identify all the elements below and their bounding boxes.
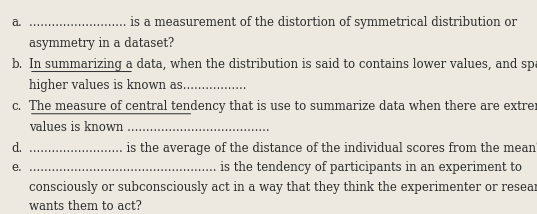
Text: b.: b. bbox=[12, 58, 23, 71]
Text: ......................... is the average of the distance of the individual score: ......................... is the average… bbox=[29, 142, 537, 155]
Text: .................................................. is the tendency of participan: ........................................… bbox=[29, 161, 522, 174]
Text: e.: e. bbox=[12, 161, 23, 174]
Text: values is known ......................................: values is known ........................… bbox=[29, 121, 270, 134]
Text: In summarizing a data, when the distribution is said to contains lower values, a: In summarizing a data, when the distribu… bbox=[29, 58, 537, 71]
Text: consciously or subconsciously act in a way that they think the experimenter or r: consciously or subconsciously act in a w… bbox=[29, 181, 537, 193]
Text: a.: a. bbox=[12, 16, 23, 28]
Text: c.: c. bbox=[12, 100, 22, 113]
Text: The measure of central tendency that is use to summarize data when there are ext: The measure of central tendency that is … bbox=[29, 100, 537, 113]
Text: higher values is known as.................: higher values is known as...............… bbox=[29, 79, 246, 92]
Text: wants them to act?: wants them to act? bbox=[29, 200, 142, 213]
Text: d.: d. bbox=[12, 142, 23, 155]
Text: .......................... is a measurement of the distortion of symmetrical dis: .......................... is a measurem… bbox=[29, 16, 517, 28]
Text: asymmetry in a dataset?: asymmetry in a dataset? bbox=[29, 37, 174, 50]
